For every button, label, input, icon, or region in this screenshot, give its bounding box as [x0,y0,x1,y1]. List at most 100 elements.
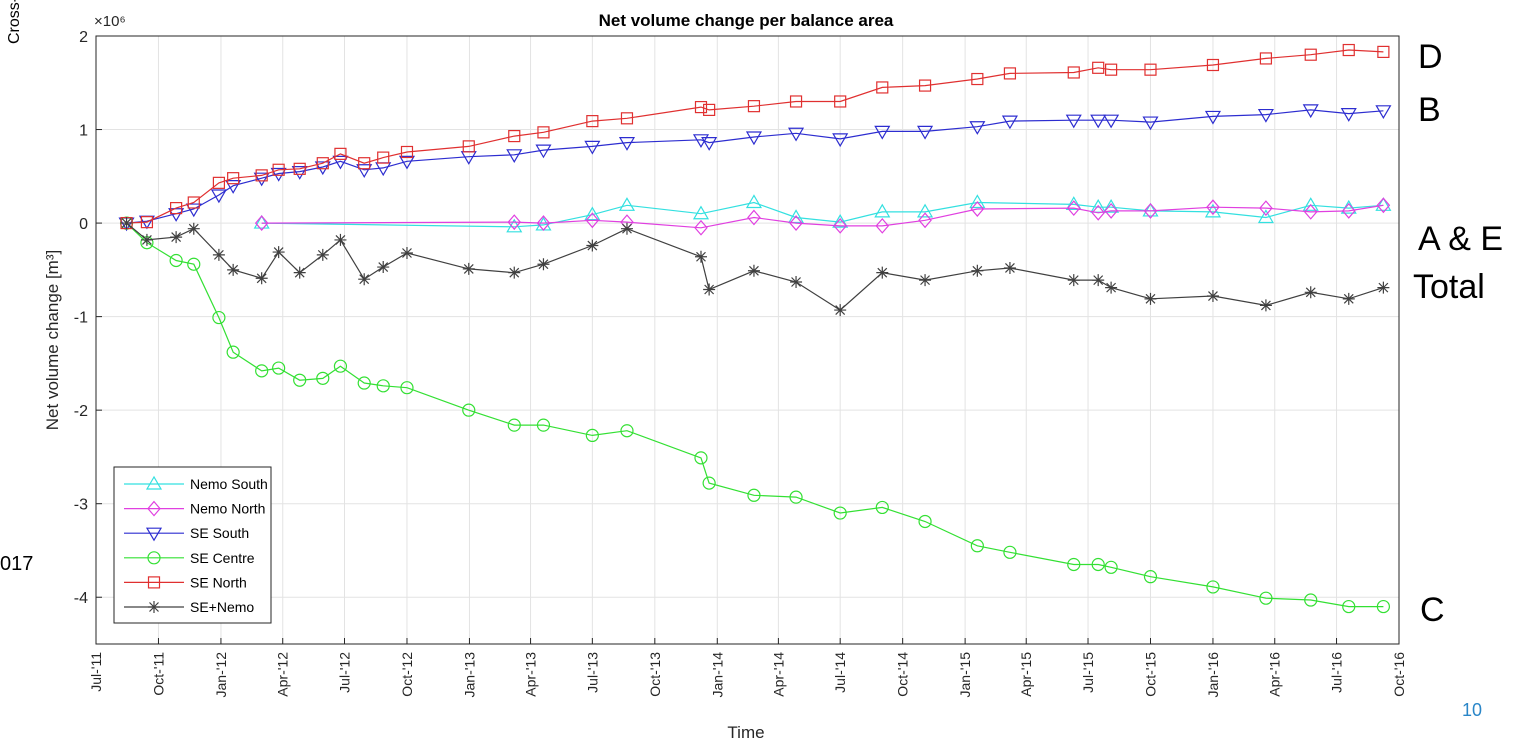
data-point [1065,114,1082,129]
series-layer [118,43,1392,614]
data-point [334,233,347,246]
data-point [834,95,847,108]
legend-marker [145,475,163,490]
data-point [1143,570,1158,584]
data-point [356,164,373,178]
data-point [140,216,154,229]
data-point [212,310,226,325]
data-point [969,194,986,209]
x-tick-label: Jul-'13 [584,652,600,693]
data-point [971,264,984,277]
series-line [126,49,1384,224]
data-point [918,514,932,529]
data-point [1003,67,1017,80]
data-point [398,155,416,170]
legend-entry: SE+Nemo [124,599,254,615]
data-point [1067,274,1080,287]
data-point [1067,557,1081,572]
data-point [1375,197,1392,211]
data-point [210,189,227,204]
axes-box [95,35,1400,645]
data-point [918,79,932,92]
data-point [1342,43,1355,57]
data-point [272,246,285,259]
x-tick-label: Jul-'16 [1329,652,1345,693]
data-point [834,304,847,317]
data-point [874,203,891,218]
cropped-axis-text: Cross- [6,0,23,44]
data-point [272,163,285,176]
data-point [377,151,390,164]
label-a-and-e: A & E [1418,220,1504,258]
x-tick-label: Jan-'16 [1205,652,1221,698]
data-point [316,248,329,261]
y-tick-label: -1 [74,310,88,327]
data-point [508,266,521,279]
data-point [1067,66,1080,79]
data-point [376,379,390,393]
data-point [917,203,934,218]
data-point [747,264,760,277]
data-point [620,424,634,438]
data-point [1259,299,1272,312]
data-point [1090,114,1107,129]
x-tick-label: Jul-'15 [1080,652,1096,693]
series-line [126,222,1384,608]
x-tick-label: Apr-'12 [275,652,291,697]
data-point [1342,292,1355,305]
data-point [187,257,201,271]
legend-marker [147,551,161,565]
data-point [747,100,761,113]
data-point [1003,545,1017,559]
data-point [1303,203,1318,220]
data-point [357,376,371,390]
data-point [400,145,414,159]
data-point [1143,202,1158,219]
data-point [462,262,475,275]
data-point [255,169,268,182]
x-tick-label: Jul-'11 [88,652,104,692]
data-point [1206,199,1220,216]
plot-area [96,36,1399,644]
data-point [970,201,985,217]
data-point [400,381,414,395]
data-point [790,276,803,289]
data-point [832,133,849,148]
data-point [1304,593,1318,607]
data-point [358,157,371,170]
data-point [507,418,521,432]
y-tick-label: 1 [79,123,88,140]
data-point [1091,557,1105,572]
x-axis-label: Time [727,723,764,742]
data-point [833,217,847,234]
data-point [537,126,550,139]
tick-labels: Jul-'11 Oct-'11 Jan-'12 Apr-'12 Jul-'12 Oct-'… [74,29,1407,697]
x-tick-label: Apr-'15 [1018,652,1034,697]
data-point [1103,114,1120,129]
y-tick-label: -2 [74,403,88,420]
data-point [1304,286,1317,299]
data-point [747,488,761,502]
series-se-nemo [120,217,1390,317]
data-point [1206,290,1219,303]
data-point [170,202,183,215]
legend-marker [147,576,161,589]
data-point [254,215,269,231]
data-point [462,140,475,153]
data-point [875,500,889,515]
data-point [789,215,803,231]
legend-entry: Nemo North [124,501,265,517]
data-point [970,539,984,553]
data-point [917,125,934,140]
x-tick-label: Oct-'12 [399,652,415,697]
legend-entry: SE Centre [124,550,255,566]
data-point [462,403,476,417]
legend-label: SE+Nemo [190,599,254,615]
data-point [832,213,849,228]
data-point [293,266,306,279]
series-line [261,204,1384,229]
data-point [1003,261,1016,274]
data-point [293,162,306,175]
data-point [694,250,707,263]
